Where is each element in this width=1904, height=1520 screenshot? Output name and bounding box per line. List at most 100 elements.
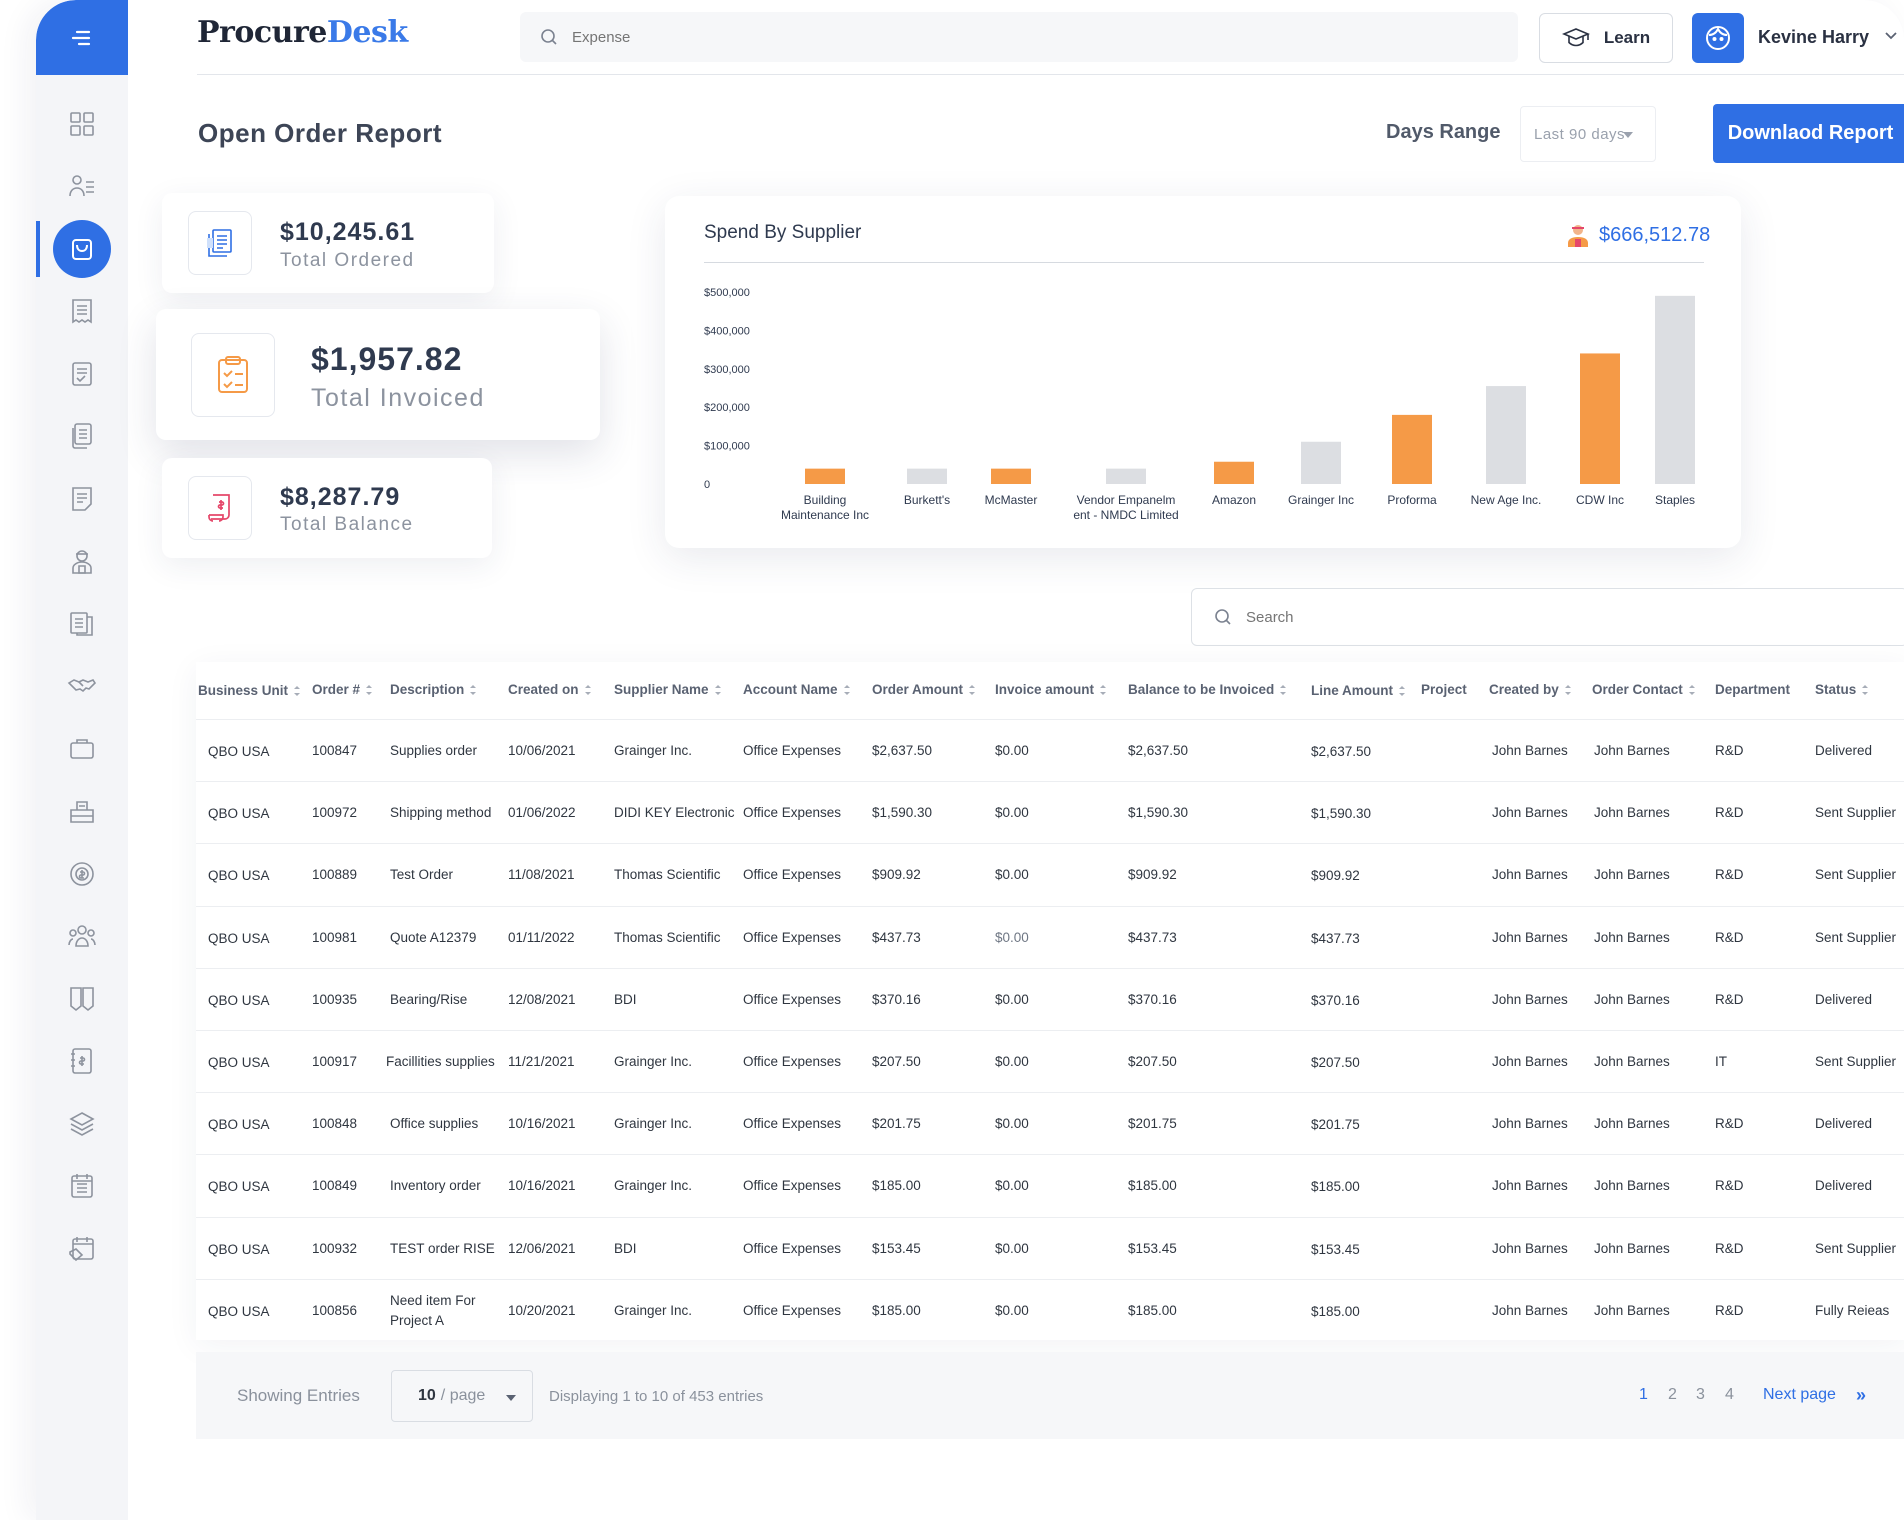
sidebar-item-tags[interactable]: [36, 1221, 128, 1277]
sidebar-item-projects[interactable]: [36, 721, 128, 777]
bar-4[interactable]: [1214, 461, 1254, 484]
avatar[interactable]: [1692, 13, 1744, 63]
cell-business-unit: QBO USA: [208, 744, 270, 759]
column-header-line-amount[interactable]: Line Amount: [1311, 683, 1405, 698]
sort-icon[interactable]: [1564, 684, 1571, 695]
sort-icon[interactable]: [470, 684, 477, 695]
column-header-order-contact[interactable]: Order Contact: [1592, 682, 1695, 697]
column-header-account-name[interactable]: Account Name: [743, 682, 850, 697]
next-page-link[interactable]: Next page: [1763, 1386, 1836, 1403]
column-header-department[interactable]: Department: [1715, 682, 1790, 697]
bar-7[interactable]: [1486, 386, 1526, 484]
bar-3[interactable]: [1106, 468, 1146, 484]
sort-icon[interactable]: [584, 684, 591, 695]
sidebar-item-suppliers[interactable]: [36, 533, 128, 589]
table-row[interactable]: QBO USA 100849 Inventory order 10/16/2021 Gr…: [196, 1154, 1904, 1216]
page-link-1[interactable]: 1: [1639, 1386, 1648, 1403]
cell-order-contact: John Barnes: [1594, 743, 1670, 758]
column-header-balance-to-be-invoiced[interactable]: Balance to be Invoiced: [1128, 682, 1287, 697]
sort-icon[interactable]: [1100, 684, 1107, 695]
sidebar-item-inventory[interactable]: [36, 783, 128, 839]
learn-button[interactable]: Learn: [1539, 13, 1673, 63]
bar-0[interactable]: [805, 468, 845, 484]
sidebar-item-requests[interactable]: [36, 346, 128, 402]
cell-description: Shipping method: [390, 805, 492, 821]
cell-balance-to-be-invoiced: $185.00: [1128, 1178, 1177, 1194]
bar-1[interactable]: [907, 468, 947, 484]
sidebar-item-deals[interactable]: [36, 658, 128, 714]
double-chevron-right-icon[interactable]: »: [1856, 1385, 1867, 1405]
menu-toggle-button[interactable]: [36, 0, 128, 75]
sort-icon[interactable]: [969, 684, 975, 695]
table-row[interactable]: QBO USA 100889 Test Order 11/08/2021 Thomas …: [196, 843, 1904, 905]
table-search-input[interactable]: [1246, 608, 1846, 626]
sidebar-item-orders[interactable]: [36, 220, 128, 278]
sidebar-item-receipts[interactable]: [36, 283, 128, 339]
sidebar-item-team[interactable]: [36, 908, 128, 964]
bar-2[interactable]: [991, 468, 1031, 484]
page-link-2[interactable]: 2: [1668, 1386, 1677, 1403]
table-row[interactable]: QBO USA 100847 Supplies order 10/06/2021 Gra…: [196, 719, 1904, 781]
bar-9[interactable]: [1655, 295, 1695, 484]
table-row[interactable]: QBO USA 100932 TEST order RISE 12/06/2021 BD…: [196, 1216, 1904, 1279]
user-name[interactable]: Kevine Harry: [1758, 27, 1870, 47]
table-row[interactable]: QBO USA 100935 Bearing/Rise 12/08/2021 BDI Of…: [196, 967, 1904, 1030]
sidebar-item-boards[interactable]: [36, 971, 128, 1027]
sidebar-item-users[interactable]: [36, 158, 128, 214]
page-link-3[interactable]: 3: [1696, 1386, 1705, 1403]
sort-icon[interactable]: [843, 684, 850, 695]
column-header-created-by[interactable]: Created by: [1489, 682, 1571, 697]
column-header-business-unit[interactable]: Business Unit: [198, 683, 301, 698]
sidebar-item-contracts[interactable]: [36, 596, 128, 652]
per-page-select[interactable]: 10 / page: [391, 1370, 533, 1422]
sort-icon[interactable]: [294, 685, 301, 696]
cell-status: Sent Supplier: [1815, 1054, 1897, 1069]
bar-8[interactable]: [1580, 353, 1620, 484]
column-header-description[interactable]: Description: [390, 682, 477, 697]
app-logo[interactable]: ProcureDesk: [197, 15, 408, 50]
column-header-order-number[interactable]: Order #: [312, 682, 373, 697]
column-header-invoice-amount[interactable]: Invoice amount: [995, 682, 1107, 697]
table-row[interactable]: QBO USA 100972 Shipping method 01/06/2022 DI…: [196, 781, 1904, 843]
cell-status: Sent Supplier: [1815, 805, 1897, 821]
sidebar-item-budgets[interactable]: [36, 846, 128, 902]
table-search-bar[interactable]: [1191, 588, 1904, 646]
column-header-order-amount[interactable]: Order Amount: [872, 682, 975, 697]
user-face-icon: [1706, 26, 1730, 50]
column-header-project[interactable]: Project: [1421, 682, 1467, 697]
table-row[interactable]: QBO USA 100856 Need item For Project A 10/2…: [196, 1278, 1904, 1341]
sort-icon[interactable]: [714, 684, 721, 695]
table-row[interactable]: QBO USA 100848 Office supplies 10/16/2021 Gr…: [196, 1092, 1904, 1154]
bar-6[interactable]: [1392, 414, 1432, 484]
column-header-status[interactable]: Status: [1815, 682, 1869, 697]
sort-icon[interactable]: [1688, 684, 1695, 695]
sort-icon[interactable]: [1862, 684, 1869, 695]
sort-icon[interactable]: [1280, 684, 1287, 695]
bar-5[interactable]: [1301, 441, 1341, 484]
table-row[interactable]: QBO USA 100917 Facillities supplies 11/21/2…: [196, 1030, 1904, 1092]
stat-amount: $1,957.82: [311, 341, 463, 377]
cell-business-unit: QBO USA: [208, 1241, 270, 1257]
global-search-bar[interactable]: [520, 12, 1518, 62]
chevron-down-icon[interactable]: [1884, 31, 1898, 41]
sidebar-item-reports[interactable]: [36, 1033, 128, 1089]
days-range-select[interactable]: Last 90 days: [1520, 106, 1656, 162]
cell-status: Fully Reieas: [1815, 1302, 1890, 1318]
sort-icon[interactable]: [366, 684, 373, 695]
download-report-button[interactable]: Downlaod Report: [1713, 104, 1904, 163]
graduation-cap-icon: [1561, 28, 1590, 47]
column-header-label: Status: [1815, 682, 1857, 697]
sidebar-item-schedules[interactable]: [36, 1158, 128, 1214]
column-header-supplier-name[interactable]: Supplier Name: [614, 682, 721, 697]
sort-icon[interactable]: [1399, 685, 1405, 696]
page-link-4[interactable]: 4: [1725, 1386, 1734, 1403]
sidebar-item-categories[interactable]: [36, 1096, 128, 1152]
cell-invoice-amount: $0.00: [995, 867, 1029, 883]
column-header-created-on[interactable]: Created on: [508, 682, 591, 697]
global-search-input[interactable]: [572, 28, 1472, 46]
sidebar-item-dashboard[interactable]: [36, 96, 128, 152]
sidebar-item-approvals[interactable]: [36, 471, 128, 527]
sidebar-item-documents[interactable]: [36, 408, 128, 464]
cell-created-on: 12/06/2021: [508, 1240, 576, 1256]
table-row[interactable]: QBO USA 100981 Quote A12379 01/11/2022 Thoma…: [196, 905, 1904, 968]
